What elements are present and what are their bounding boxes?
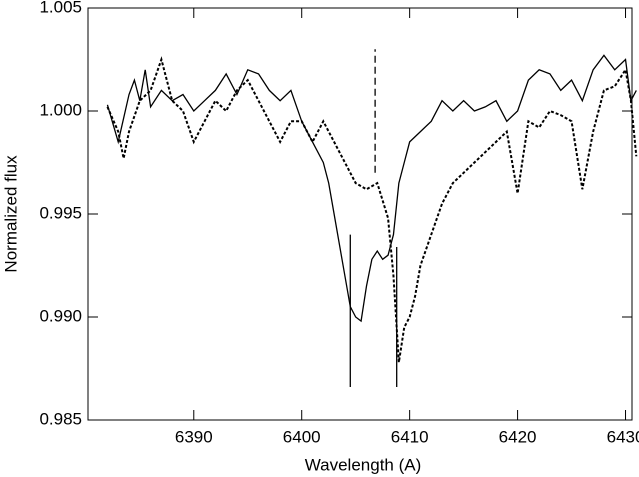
x-tick-label: 6420: [499, 427, 537, 446]
x-tick-label: 6430: [607, 427, 639, 446]
y-tick-label: 0.990: [39, 306, 82, 325]
spectrum-line: [106, 56, 638, 363]
y-axis-label: Normalized flux: [1, 155, 20, 273]
x-tick-label: 6390: [175, 427, 213, 446]
y-tick-label: 1.000: [39, 100, 82, 119]
y-tick-label: 1.005: [39, 0, 82, 16]
x-tick-label: 6410: [391, 427, 429, 446]
x-axis-label: Wavelength (A): [305, 455, 422, 474]
plot-frame: [87, 7, 633, 421]
y-tick-label: 0.995: [39, 203, 82, 222]
x-tick-label: 6400: [283, 427, 321, 446]
spectrum-line: [106, 54, 637, 323]
y-tick-label: 0.985: [39, 409, 82, 428]
